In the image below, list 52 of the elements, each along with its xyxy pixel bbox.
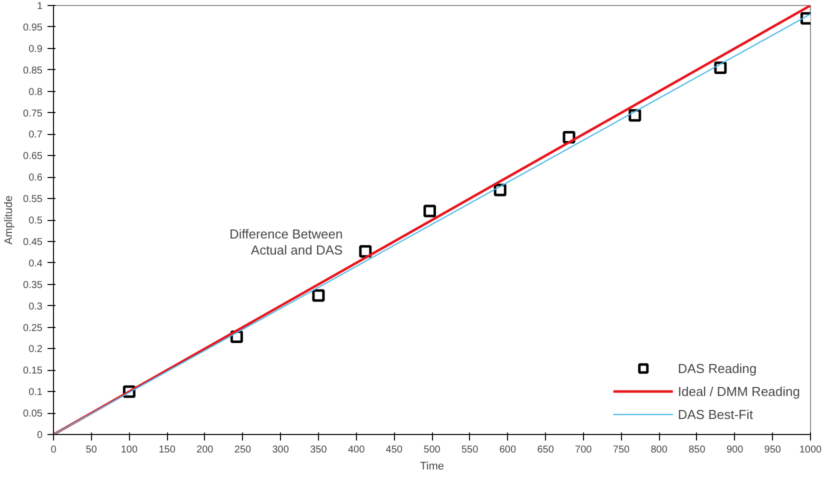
y-tick-label: 0.65 (23, 151, 43, 162)
y-tick-label: 0.95 (23, 22, 43, 34)
y-tick-label: 0.05 (23, 408, 43, 420)
y-tick-label: 0.4 (28, 258, 43, 270)
legend-label: DAS Reading (678, 360, 757, 376)
y-tick-label: 1 (36, 1, 43, 12)
y-tick-label: 0.75 (23, 108, 43, 120)
x-tick-label: 150 (158, 444, 176, 456)
y-tick-label: 0.55 (23, 194, 43, 206)
point (628, 109, 642, 122)
x-tick-label: 650 (537, 444, 554, 456)
point (359, 245, 372, 258)
x-tick-label: 700 (575, 444, 592, 456)
y-tick-label: 0.1 (28, 387, 43, 398)
y-tick-label: 0 (36, 430, 43, 441)
x-axis-title: Time (420, 460, 444, 472)
x-tick-label: 750 (612, 444, 630, 456)
y-tick-label: 0.2 (28, 344, 43, 356)
point (312, 289, 325, 302)
x-tick-label: 550 (462, 444, 479, 456)
x-tick-label: 500 (424, 444, 441, 456)
y-tick-label: 0.9 (28, 44, 43, 55)
x-tick-label: 250 (234, 444, 252, 456)
y-tick-label: 0.45 (23, 236, 43, 248)
x-tick-label: 50 (86, 444, 98, 456)
x-tick-label: 800 (650, 444, 668, 456)
legend-label: Ideal / DMM Reading (678, 384, 800, 398)
x-tick-label: 350 (310, 444, 328, 456)
x-tick-label: 100 (120, 444, 138, 456)
y-tick-label: 0.6 (28, 172, 43, 184)
x-tick-label: 850 (688, 444, 706, 456)
y-tick-label: 0.7 (28, 130, 43, 141)
x-tick-label: 400 (348, 444, 366, 456)
x-tick-label: 0 (50, 444, 57, 456)
y-tick-label: 0.25 (23, 322, 43, 334)
y-tick-label: 0.8 (28, 86, 43, 98)
y-tick-label: 0.35 (23, 280, 43, 291)
x-tick-label: 300 (272, 444, 290, 456)
x-tick-label: 600 (499, 444, 516, 456)
y-tick-label: 0.5 (28, 216, 43, 226)
y-tick-label: 0.15 (23, 366, 43, 377)
x-tick-label: 450 (386, 444, 403, 456)
x-tick-label: 900 (726, 444, 744, 456)
annotation: Difference Between Actual and DAS (229, 226, 344, 258)
legend-label: DAS Best-Fit (678, 406, 753, 422)
y-tick-label: 0.3 (28, 301, 43, 312)
x-tick-label: 1000 (799, 444, 822, 456)
x-tick-label: 950 (764, 444, 782, 456)
y-tick-label: 0.85 (23, 65, 43, 76)
point (423, 204, 436, 218)
x-tick-label: 200 (196, 444, 214, 456)
y-axis-title: Amplitude (3, 196, 16, 244)
